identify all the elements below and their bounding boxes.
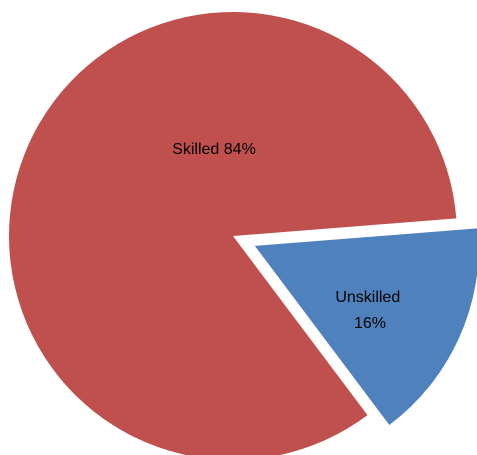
slice-label-unskilled: Unskilled 16% — [335, 289, 404, 332]
pie-slice-unskilled — [254, 228, 477, 426]
pie-slice-skilled — [9, 12, 457, 455]
slice-label-skilled-line-1: Skilled 84% — [172, 141, 256, 158]
slice-label-unskilled-line-2: 16% — [354, 315, 386, 332]
slices-layer — [9, 12, 477, 455]
slice-label-unskilled-line-1: Unskilled — [335, 289, 400, 306]
labels-layer: Skilled 84% Unskilled 16% — [172, 141, 404, 332]
slice-label-skilled: Skilled 84% — [172, 141, 256, 158]
